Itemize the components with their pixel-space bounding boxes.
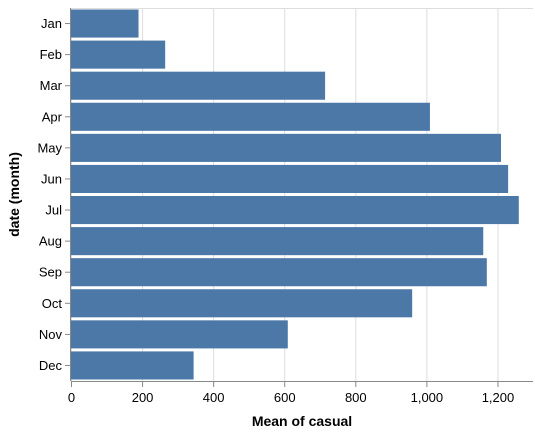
axes [70,8,533,382]
x-tick-label-5: 1,000 [411,390,444,405]
bar-oct [71,289,413,318]
y-axis-title: date (month) [6,152,22,237]
bar-mar [71,71,326,100]
y-tick-label-dec: Dec [39,358,63,373]
bar-dec [71,351,194,380]
bar-feb [71,40,166,69]
y-tick-label-aug: Aug [39,234,62,249]
x-tick-label-4: 800 [345,390,367,405]
y-tick-label-oct: Oct [42,296,63,311]
bar-sep [71,258,487,287]
y-tick-label-jan: Jan [41,16,62,31]
y-tick-label-apr: Apr [42,109,63,124]
bar-jun [71,164,509,193]
x-tick-label-2: 400 [203,390,225,405]
y-tick-label-nov: Nov [39,327,63,342]
bars [71,9,519,380]
y-tick-label-mar: Mar [40,78,63,93]
bar-nov [71,320,288,349]
y-tick-label-sep: Sep [39,265,62,280]
x-tick-label-1: 200 [132,390,154,405]
x-axis-title: Mean of casual [252,413,352,429]
bar-jan [71,9,139,38]
y-tick-label-feb: Feb [40,47,62,62]
grid-lines [71,8,533,381]
x-tick-label-3: 600 [274,390,296,405]
bar-aug [71,227,484,256]
bar-may [71,133,502,162]
x-axis-ticks: 0 200 400 600 800 1,000 1,200 [68,381,514,405]
y-axis-ticks: Jan Feb Mar Apr May Jun Jul Aug Sep Oct Nov Dec [37,16,71,373]
x-tick-label-0: 0 [68,390,75,405]
bar-apr [71,102,430,131]
y-tick-label-may: May [37,140,62,155]
bar-jul [71,196,519,225]
x-tick-label-6: 1,200 [482,390,515,405]
y-tick-label-jun: Jun [41,171,62,186]
y-tick-label-jul: Jul [45,203,62,218]
